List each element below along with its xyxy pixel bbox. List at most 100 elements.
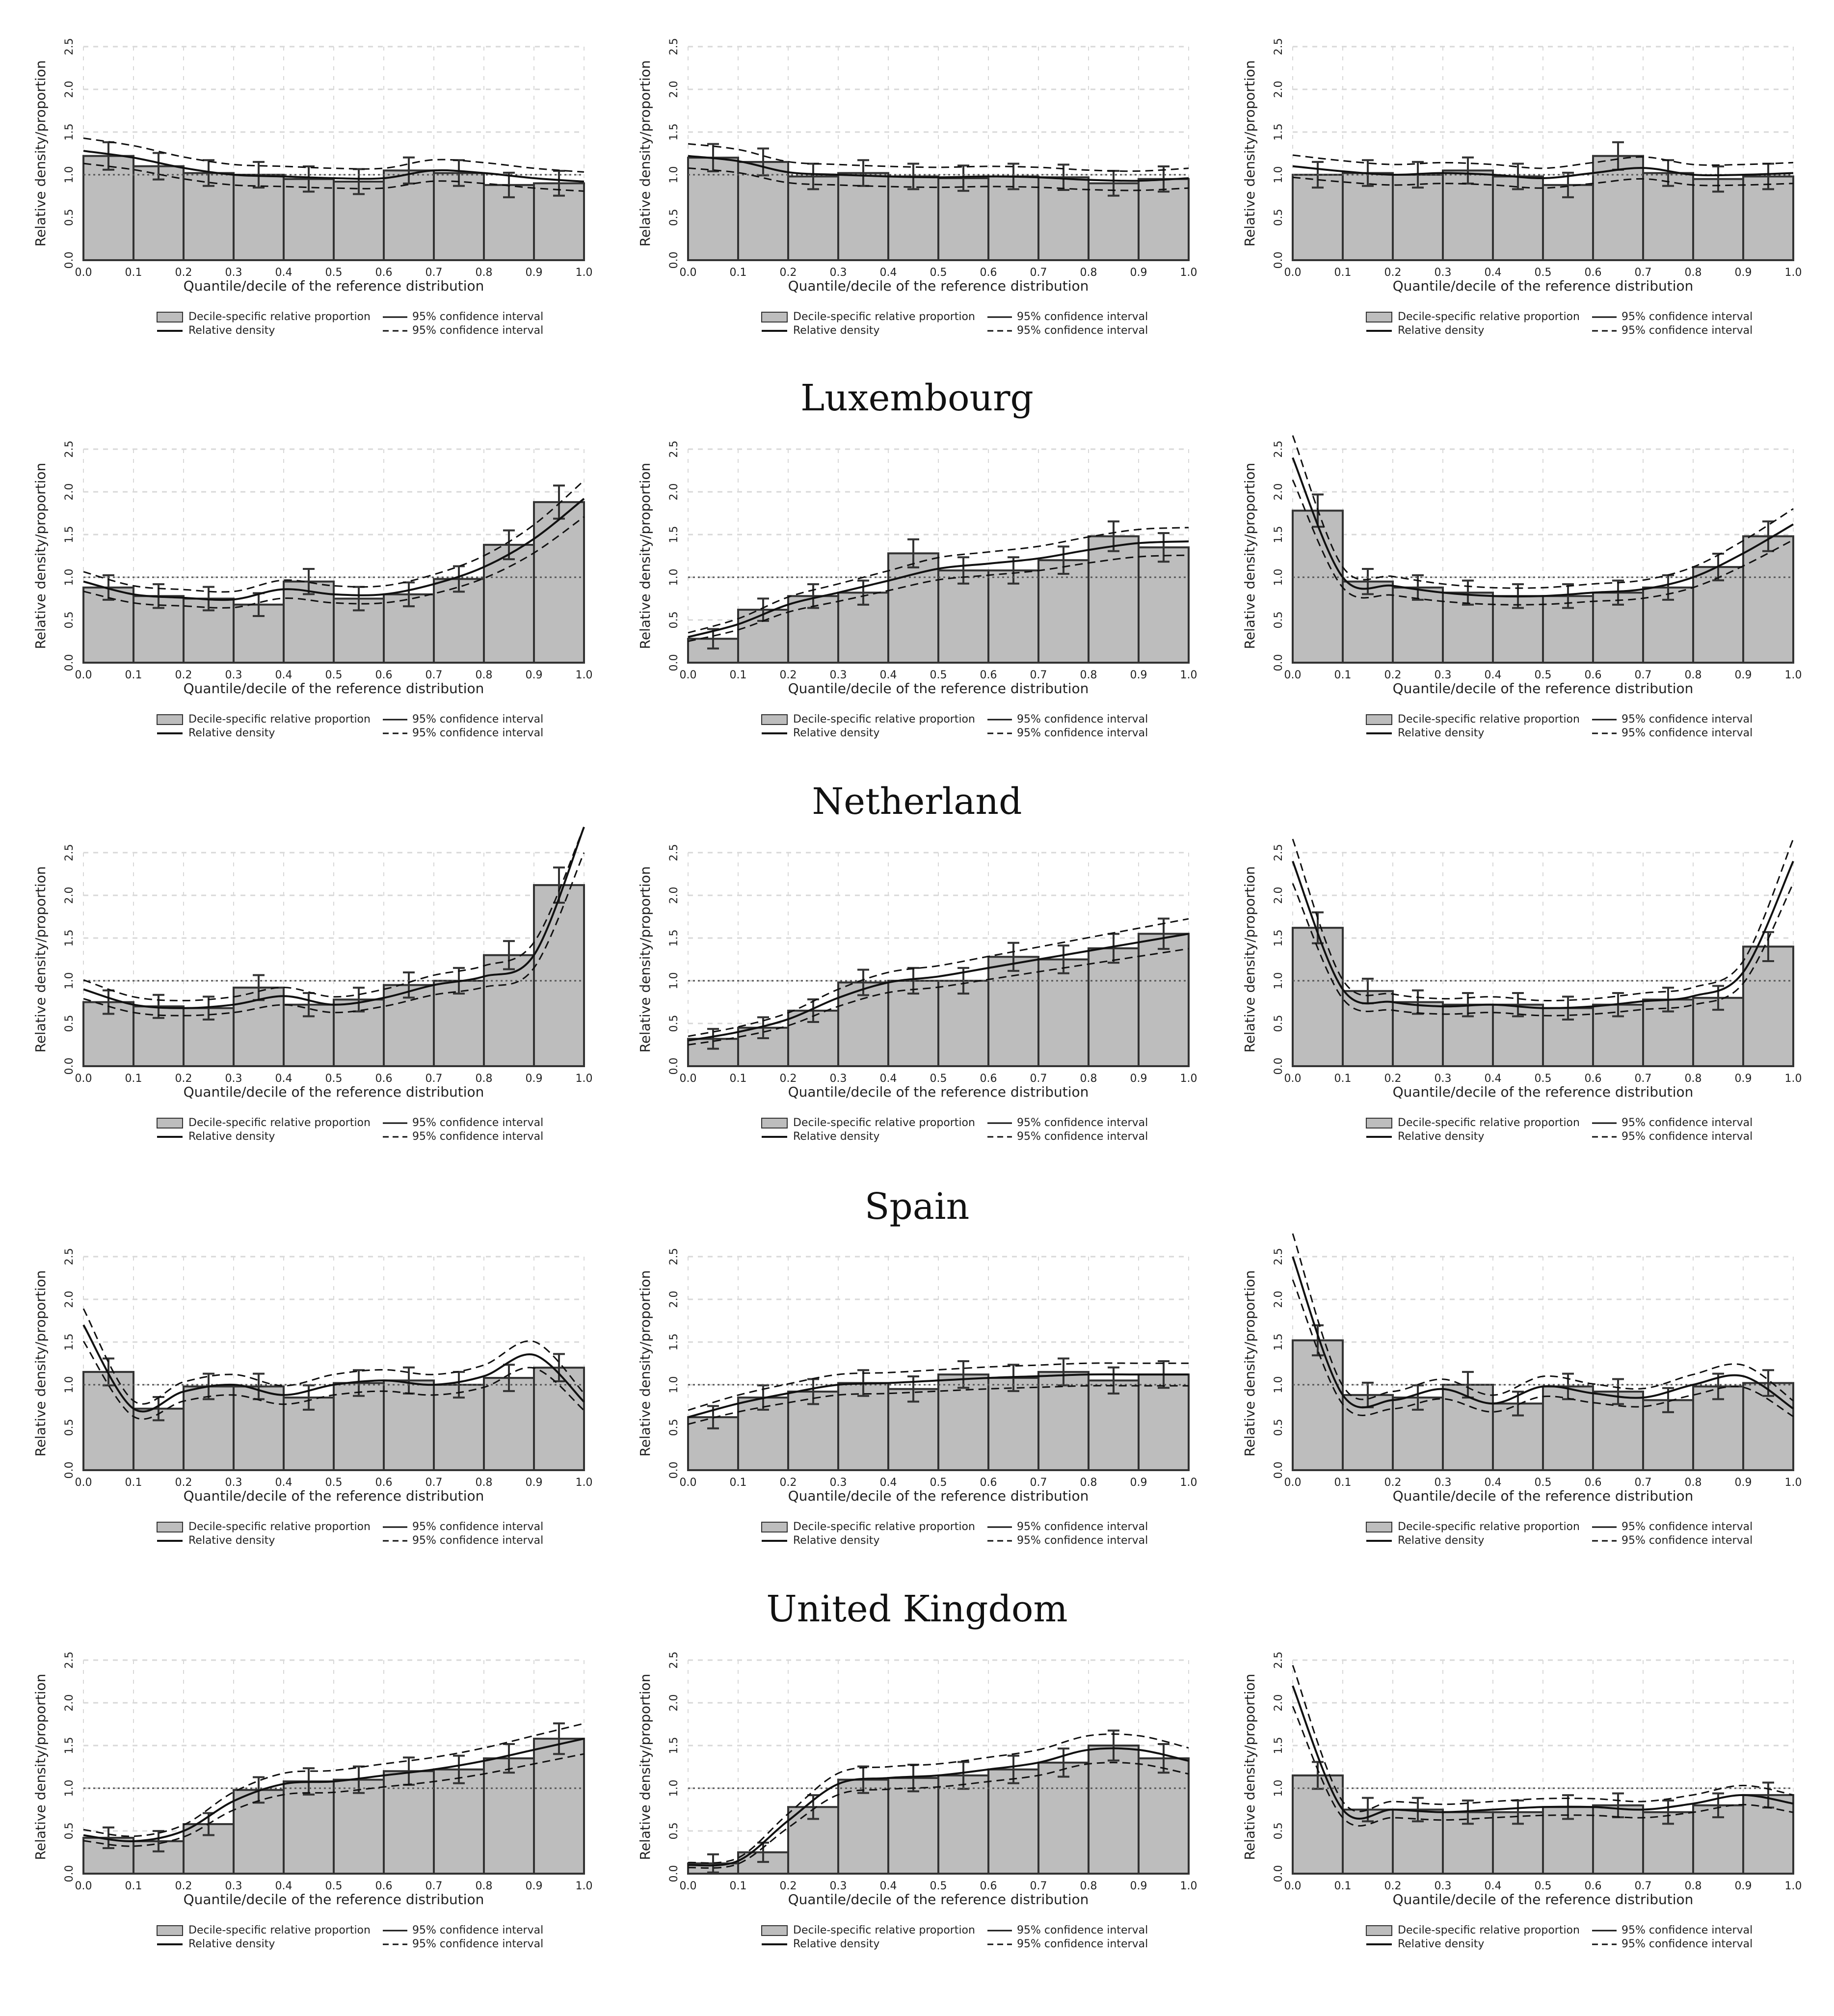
chart-svg: 0.0 0.5 1.0 1.5 2.0 2.5 0.0 0.1 0.2 0.3 0.4 0.5 0.6 0… xyxy=(1242,435,1802,739)
x-tick-label: 0.7 xyxy=(1030,1477,1047,1489)
x-tick-label: 0.7 xyxy=(1030,669,1047,681)
y-tick-label: 1.0 xyxy=(1273,972,1285,990)
y-tick-label: 2.5 xyxy=(668,1248,680,1265)
y-tick-label: 1.5 xyxy=(668,1737,680,1754)
x-tick-label: 0.2 xyxy=(1384,267,1402,279)
y-axis-label: Relative density/proportion xyxy=(32,463,49,649)
legend-ci-bar-label: 95% confidence interval xyxy=(1621,713,1753,726)
legend-density-label: Relative density xyxy=(1398,1938,1484,1950)
y-tick-label: 2.0 xyxy=(63,887,76,904)
density-line xyxy=(83,827,585,1009)
y-tick-label: 0.5 xyxy=(668,1015,680,1032)
chart-svg: 0.0 0.5 1.0 1.5 2.0 2.5 0.0 0.1 0.2 0.3 0.4 0.5 0.6 0… xyxy=(32,1652,593,1951)
x-tick-label: 0.3 xyxy=(225,267,242,279)
legend-bar-label: Decile-specific relative proportion xyxy=(1398,1924,1580,1936)
chart-svg: 0.0 0.5 1.0 1.5 2.0 2.5 0.0 0.1 0.2 0.3 0.4 0.5 0.6 0… xyxy=(637,1248,1197,1547)
x-tick-label: 0.9 xyxy=(1735,1073,1752,1085)
x-axis-label: Quantile/decile of the reference distrib… xyxy=(1393,278,1694,294)
y-tick-label: 2.0 xyxy=(1273,81,1285,98)
density-ci-upper xyxy=(688,918,1189,1037)
bar-decile-1 xyxy=(82,155,134,261)
x-tick-label: 0.7 xyxy=(1635,669,1652,681)
density-line xyxy=(688,1373,1189,1419)
x-tick-label: 0.2 xyxy=(175,1880,192,1892)
y-tick-label: 1.0 xyxy=(668,166,680,184)
legend-ci-density-label: 95% confidence interval xyxy=(1621,1938,1753,1950)
y-tick-label: 2.0 xyxy=(1273,1291,1285,1308)
x-tick-label: 0.3 xyxy=(830,669,847,681)
x-tick-label: 0.1 xyxy=(125,1477,142,1489)
density-ci-lower xyxy=(1292,479,1794,606)
x-tick-label: 0.6 xyxy=(1585,1477,1602,1489)
legend-ci-bar-label: 95% confidence interval xyxy=(1621,1521,1753,1533)
density-ci-upper xyxy=(688,1733,1189,1864)
y-axis-label: Relative density/proportion xyxy=(32,1270,49,1457)
x-tick-label: 1.0 xyxy=(1785,267,1802,279)
chart-svg: 0.0 0.5 1.0 1.5 2.0 2.5 0.0 0.1 0.2 0.3 0.4 0.5 0.6 0… xyxy=(637,441,1197,740)
y-tick-label: 0.5 xyxy=(668,209,680,226)
y-tick-label: 2.0 xyxy=(668,1291,680,1308)
y-tick-label: 2.5 xyxy=(63,844,76,861)
y-axis-label: Relative density/proportion xyxy=(1242,1270,1258,1457)
legend-density-label: Relative density xyxy=(793,324,879,337)
x-axis-label: Quantile/decile of the reference distrib… xyxy=(1393,1488,1694,1504)
x-tick-label: 0.8 xyxy=(476,669,493,681)
x-tick-label: 0.1 xyxy=(1334,267,1352,279)
y-axis-label: Relative density/proportion xyxy=(1242,866,1258,1053)
x-tick-label: 0.8 xyxy=(1685,267,1702,279)
legend-bar-label: Decile-specific relative proportion xyxy=(188,1924,371,1936)
chart-panel-1: 0.0 0.5 1.0 1.5 2.0 2.5 0.0 0.1 0.2 0.3 0.4 0.5 0.6 0… xyxy=(10,38,613,403)
x-tick-label: 0.5 xyxy=(325,1477,343,1489)
legend-bar-label: Decile-specific relative proportion xyxy=(188,311,371,323)
bar-decile-1 xyxy=(1292,1774,1344,1875)
density-line xyxy=(688,155,1189,182)
bar-decile-8 xyxy=(433,172,485,261)
chart-panel-5: 0.0 0.5 1.0 1.5 2.0 2.5 0.0 0.1 0.2 0.3 0.4 0.5 0.6 0… xyxy=(614,441,1218,805)
x-axis-label: Quantile/decile of the reference distrib… xyxy=(788,278,1089,294)
bar-decile-5 xyxy=(887,1777,939,1875)
x-tick-label: 0.6 xyxy=(1585,669,1602,681)
x-tick-label: 0.4 xyxy=(880,1477,897,1489)
x-tick-label: 0.1 xyxy=(730,267,747,279)
x-tick-label: 0.0 xyxy=(680,1073,697,1085)
x-tick-label: 0.4 xyxy=(880,267,897,279)
x-tick-label: 0.4 xyxy=(275,267,292,279)
legend-ci-bar-label: 95% confidence interval xyxy=(1017,1521,1148,1533)
bar-decile-10 xyxy=(1742,535,1794,664)
x-tick-label: 0.4 xyxy=(880,1073,897,1085)
y-tick-label: 2.5 xyxy=(63,38,76,55)
x-tick-label: 0.7 xyxy=(1030,267,1047,279)
x-tick-label: 0.3 xyxy=(830,1477,847,1489)
y-tick-label: 2.0 xyxy=(1273,887,1285,904)
y-tick-label: 2.0 xyxy=(668,484,680,501)
legend-ci-density-label: 95% confidence interval xyxy=(412,324,543,337)
chart-panel-13: 0.0 0.5 1.0 1.5 2.0 2.5 0.0 0.1 0.2 0.3 0.4 0.5 0.6 0… xyxy=(10,1652,613,2016)
density-line xyxy=(1292,1685,1794,1820)
x-tick-label: 1.0 xyxy=(1180,1880,1197,1892)
density-line xyxy=(1292,457,1794,598)
x-axis-label: Quantile/decile of the reference distrib… xyxy=(1393,680,1694,697)
y-axis-label: Relative density/proportion xyxy=(32,1674,49,1860)
x-tick-label: 0.4 xyxy=(1485,1880,1502,1892)
x-tick-label: 0.0 xyxy=(75,1477,92,1489)
density-line xyxy=(83,498,585,601)
x-tick-label: 0.0 xyxy=(1284,1073,1302,1085)
x-tick-label: 0.2 xyxy=(780,1880,797,1892)
x-tick-label: 0.7 xyxy=(425,1477,443,1489)
y-tick-label: 2.0 xyxy=(668,81,680,98)
chart-panel-11: 0.0 0.5 1.0 1.5 2.0 2.5 0.0 0.1 0.2 0.3 0.4 0.5 0.6 0… xyxy=(614,1248,1218,1613)
chart-panel-6: 0.0 0.5 1.0 1.5 2.0 2.5 0.0 0.1 0.2 0.3 0.4 0.5 0.6 0… xyxy=(1219,435,1823,805)
y-tick-label: 0.5 xyxy=(1273,1419,1285,1436)
legend-density-label: Relative density xyxy=(1398,727,1484,739)
chart-panel-15: 0.0 0.5 1.0 1.5 2.0 2.5 0.0 0.1 0.2 0.3 0.4 0.5 0.6 0… xyxy=(1219,1652,1823,2016)
density-ci-lower xyxy=(688,948,1189,1046)
y-tick-label: 0.0 xyxy=(1273,252,1285,269)
bar-decile-6 xyxy=(937,1774,989,1875)
x-tick-label: 0.1 xyxy=(730,1880,747,1892)
chart-svg: 0.0 0.5 1.0 1.5 2.0 2.5 0.0 0.1 0.2 0.3 0.4 0.5 0.6 0… xyxy=(637,844,1197,1143)
x-tick-label: 1.0 xyxy=(1180,1477,1197,1489)
legend-density-label: Relative density xyxy=(1398,1534,1484,1547)
legend-ci-density-label: 95% confidence interval xyxy=(1621,727,1753,739)
x-tick-label: 0.7 xyxy=(1030,1880,1047,1892)
